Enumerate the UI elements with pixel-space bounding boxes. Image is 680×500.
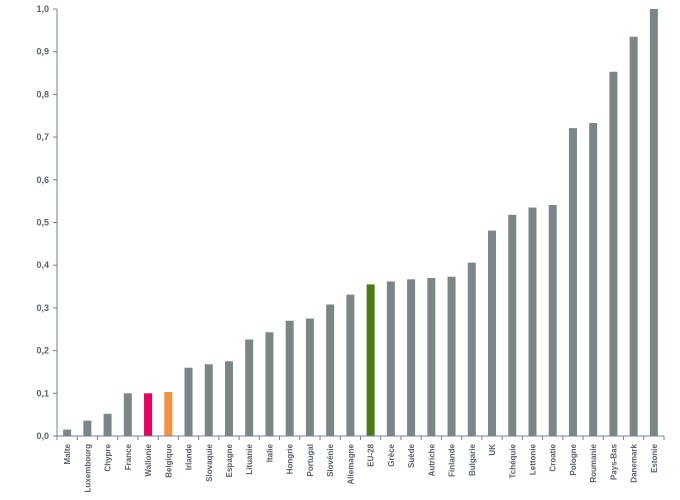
x-tick-label: Wallonie bbox=[144, 443, 153, 476]
bar-allemagne bbox=[346, 294, 355, 436]
bar-irlande bbox=[184, 367, 193, 436]
y-axis: 0,0 0,1 0,2 0,3 0,4 0,5 0,6 0,7 0,8 0,9 1,0 bbox=[36, 4, 58, 441]
bar-chypre bbox=[103, 413, 112, 436]
x-tick-label: Luxembourg bbox=[83, 444, 92, 493]
x-tick-label: Finlande bbox=[448, 443, 457, 476]
bar-belgique bbox=[164, 392, 173, 436]
y-tick-label: 0,7 bbox=[36, 132, 49, 142]
bar-pologne bbox=[568, 128, 577, 436]
bar-roumanie bbox=[589, 123, 598, 436]
y-tick-label: 0,5 bbox=[36, 218, 49, 228]
bar-lituanie bbox=[245, 339, 254, 436]
x-tick-label: Lituanie bbox=[245, 443, 254, 474]
x-tick-label: EU-28 bbox=[367, 443, 376, 466]
bar-tch-quie bbox=[508, 214, 517, 436]
x-tick-label: Tchéquie bbox=[508, 443, 517, 478]
bar-luxembourg bbox=[83, 420, 92, 436]
x-tick-label: Pays-Bas bbox=[609, 443, 618, 480]
y-tick-label: 0,0 bbox=[36, 431, 49, 441]
y-tick-label: 0,8 bbox=[36, 89, 49, 99]
y-tick-label: 0,6 bbox=[36, 175, 49, 185]
x-tick-label: Grèce bbox=[387, 443, 396, 466]
bar-uk bbox=[488, 230, 497, 436]
bar-espagne bbox=[224, 361, 233, 436]
x-tick-label: Chypre bbox=[104, 443, 113, 471]
x-tick-label: Malte bbox=[63, 443, 72, 464]
bar-danemark bbox=[629, 36, 638, 436]
x-tick-label: Espagne bbox=[225, 443, 234, 477]
bar-su-de bbox=[407, 279, 416, 436]
x-tick-label: Bulgarie bbox=[468, 443, 477, 476]
x-tick-label: France bbox=[124, 443, 133, 470]
bar-wallonie bbox=[144, 393, 153, 436]
y-tick-label: 1,0 bbox=[36, 4, 49, 14]
y-tick-label: 0,9 bbox=[36, 47, 49, 57]
bar-autriche bbox=[427, 278, 436, 436]
x-tick-label: Hongrie bbox=[286, 443, 295, 474]
x-tick-label: UK bbox=[488, 444, 497, 456]
x-tick-label: Croatie bbox=[549, 443, 558, 471]
x-tick-label: Allemagne bbox=[346, 443, 355, 484]
x-tick-label: Autriche bbox=[427, 443, 436, 476]
bar-slovaquie bbox=[204, 364, 213, 436]
x-tick-label: Italie bbox=[265, 443, 274, 462]
bar-portugal bbox=[305, 318, 314, 436]
x-tick-label: Lettonie bbox=[528, 443, 537, 475]
x-tick-label: Irlande bbox=[185, 443, 194, 470]
x-tick-label: Pologne bbox=[569, 443, 578, 475]
bar-pays-bas bbox=[609, 71, 618, 437]
bar-slov-nie bbox=[326, 304, 335, 436]
x-tick-label: Roumanie bbox=[589, 443, 598, 482]
bar-eu-28 bbox=[366, 284, 375, 436]
bars bbox=[63, 9, 658, 437]
x-tick-label: Belgique bbox=[164, 443, 173, 477]
bar-malte bbox=[63, 429, 72, 436]
bar-lettonie bbox=[528, 207, 537, 436]
y-tick-label: 0,4 bbox=[36, 260, 49, 270]
x-axis: Malte Luxembourg Chypre France Wallonie Belgi… bbox=[56, 435, 665, 493]
x-tick-label: Estonie bbox=[650, 443, 659, 472]
bar-estonie bbox=[649, 9, 658, 436]
y-tick-label: 0,2 bbox=[36, 346, 49, 356]
x-tick-label: Portugal bbox=[306, 444, 315, 476]
bar-france bbox=[123, 393, 132, 436]
bar-croatie bbox=[548, 204, 557, 436]
x-tick-label: Slovénie bbox=[326, 443, 335, 476]
y-tick-label: 0,3 bbox=[36, 303, 49, 313]
bar-finlande bbox=[447, 276, 456, 436]
x-tick-label: Danemark bbox=[630, 443, 639, 482]
x-tick-label: Suède bbox=[407, 443, 416, 468]
bar-gr-ce bbox=[386, 281, 395, 436]
bar-bulgarie bbox=[467, 262, 476, 436]
bar-hongrie bbox=[285, 320, 294, 436]
bar-italie bbox=[265, 332, 274, 436]
x-tick-label: Slovaquie bbox=[205, 443, 214, 481]
y-tick-label: 0,1 bbox=[36, 388, 49, 398]
